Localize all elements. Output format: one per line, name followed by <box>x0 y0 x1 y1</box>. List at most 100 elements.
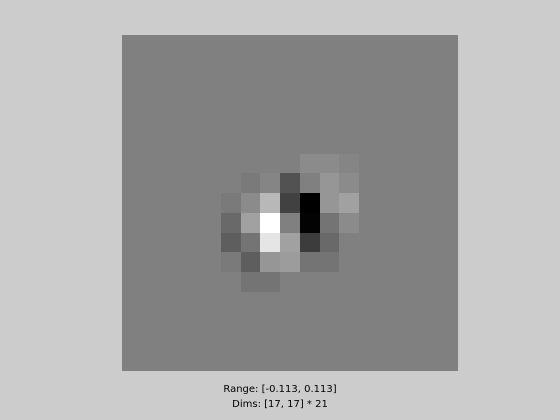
image-pixel <box>438 35 458 55</box>
image-pixel <box>260 153 281 174</box>
image-pixel <box>339 252 360 273</box>
image-pixel <box>339 133 360 154</box>
image-pixel <box>398 133 419 154</box>
image-pixel <box>122 54 142 75</box>
image-pixel <box>418 311 439 332</box>
image-pixel <box>161 35 182 55</box>
image-pixel <box>438 212 458 233</box>
image-pixel <box>339 212 360 233</box>
image-pixel <box>378 252 399 273</box>
image-pixel <box>161 193 182 213</box>
image-pixel <box>181 272 202 292</box>
image-pixel <box>122 252 142 273</box>
image-pixel <box>220 193 241 213</box>
image-pixel <box>141 153 162 174</box>
image-pixel <box>398 173 419 194</box>
image-pixel <box>398 153 419 174</box>
image-pixel <box>339 232 360 253</box>
image-pixel <box>319 311 340 332</box>
image-pixel <box>141 114 162 134</box>
image-pixel <box>319 331 340 352</box>
image-pixel <box>260 193 281 213</box>
image-pixel <box>260 351 281 371</box>
image-pixel <box>319 272 340 292</box>
image-pixel <box>319 54 340 75</box>
image-pixel <box>181 153 202 174</box>
image-pixel <box>201 94 221 115</box>
image-pixel <box>260 331 281 352</box>
image-pixel <box>398 351 419 371</box>
image-pixel <box>418 272 439 292</box>
filter-image[interactable] <box>122 35 458 371</box>
image-pixel <box>359 153 379 174</box>
image-pixel <box>122 153 142 174</box>
image-pixel <box>418 153 439 174</box>
image-pixel <box>181 212 202 233</box>
image-pixel <box>359 212 379 233</box>
image-pixel <box>378 114 399 134</box>
image-pixel <box>280 331 300 352</box>
image-pixel <box>418 94 439 115</box>
image-pixel <box>240 54 261 75</box>
image-pixel <box>339 351 360 371</box>
image-pixel <box>122 114 142 134</box>
image-pixel <box>378 351 399 371</box>
image-pixel <box>161 54 182 75</box>
image-pixel <box>201 133 221 154</box>
image-pixel <box>418 35 439 55</box>
image-pixel <box>339 94 360 115</box>
image-pixel <box>319 173 340 194</box>
image-pixel <box>398 311 419 332</box>
image-pixel <box>418 212 439 233</box>
image-pixel <box>398 35 419 55</box>
image-pixel <box>181 232 202 253</box>
image-pixel <box>122 212 142 233</box>
image-pixel <box>418 351 439 371</box>
image-pixel <box>240 133 261 154</box>
image-pixel <box>280 94 300 115</box>
image-pixel <box>161 232 182 253</box>
image-pixel <box>240 212 261 233</box>
image-pixel <box>418 173 439 194</box>
image-pixel <box>339 153 360 174</box>
image-pixel <box>220 54 241 75</box>
image-pixel <box>378 212 399 233</box>
image-pixel <box>181 74 202 95</box>
image-pixel <box>378 291 399 312</box>
image-pixel <box>240 252 261 273</box>
image-pixel <box>220 173 241 194</box>
image-pixel <box>122 232 142 253</box>
image-pixel <box>201 252 221 273</box>
image-pixel <box>299 331 320 352</box>
image-pixel <box>299 212 320 233</box>
image-pixel <box>438 173 458 194</box>
image-pixel <box>280 193 300 213</box>
image-pixel <box>181 311 202 332</box>
image-pixel <box>280 35 300 55</box>
image-pixel <box>141 252 162 273</box>
image-pixel <box>299 232 320 253</box>
image-pixel <box>438 232 458 253</box>
image-pixel <box>438 311 458 332</box>
image-pixel <box>378 35 399 55</box>
image-pixel <box>161 114 182 134</box>
image-pixel <box>398 252 419 273</box>
image-pixel <box>378 331 399 352</box>
image-pixel <box>260 133 281 154</box>
image-pixel <box>240 331 261 352</box>
image-pixel <box>220 252 241 273</box>
image-pixel <box>280 54 300 75</box>
image-pixel <box>201 193 221 213</box>
image-pixel <box>280 114 300 134</box>
image-pixel <box>181 94 202 115</box>
image-pixel <box>201 35 221 55</box>
image-pixel <box>201 272 221 292</box>
image-pixel <box>319 74 340 95</box>
image-pixel <box>378 54 399 75</box>
image-pixel <box>378 94 399 115</box>
image-pixel <box>339 74 360 95</box>
image-pixel <box>181 173 202 194</box>
image-pixel <box>359 74 379 95</box>
image-pixel <box>319 212 340 233</box>
image-pixel <box>359 331 379 352</box>
